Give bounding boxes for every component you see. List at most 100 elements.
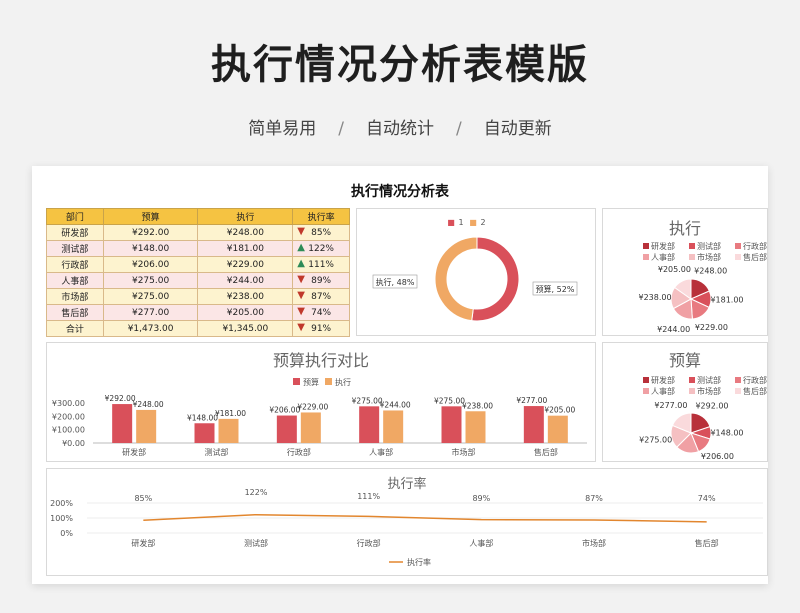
pie-data-label: ¥206.00 (701, 452, 734, 461)
bar-budget[interactable] (194, 423, 215, 443)
column-header-rate[interactable]: 执行率 (292, 208, 350, 225)
bar-budget[interactable] (441, 406, 462, 443)
bar-data-label: ¥292.00 (105, 394, 136, 403)
cell-rate[interactable]: ▼ 74% (292, 304, 350, 321)
line-data-label: 89% (472, 494, 490, 503)
x-tick-label: 人事部 (469, 538, 493, 548)
cell-actual[interactable]: ¥238.00 (197, 288, 294, 305)
cell-dept[interactable]: 市场部 (46, 288, 104, 305)
arrow-down-icon: ▼ (297, 226, 305, 237)
bar-budget[interactable] (359, 406, 380, 443)
x-tick-label: 行政部 (357, 538, 381, 548)
subtitle-item-auto-stats: 自动统计 (366, 119, 434, 139)
x-tick-label: 研发部 (131, 538, 155, 548)
cell-rate[interactable]: ▼ 85% (292, 224, 350, 241)
cell-budget[interactable]: ¥275.00 (102, 272, 199, 289)
cell-dept[interactable]: 人事部 (46, 272, 104, 289)
cell-dept[interactable]: 研发部 (46, 224, 104, 241)
bar-data-label: ¥181.00 (215, 409, 246, 418)
legend-label: 售后部 (743, 252, 767, 262)
cell-rate[interactable]: ▼ 87% (292, 288, 350, 305)
column-header-dept[interactable]: 部门 (46, 208, 104, 225)
table-row: 售后部 ¥277.00 ¥205.00 ▼ 74% (46, 304, 350, 321)
legend-swatch (689, 388, 695, 394)
cell-budget[interactable]: ¥277.00 (102, 304, 199, 321)
cell-budget[interactable]: ¥275.00 (102, 288, 199, 305)
cell-actual[interactable]: ¥181.00 (197, 240, 294, 257)
cell-actual[interactable]: ¥229.00 (197, 256, 294, 273)
bar-data-label: ¥148.00 (187, 413, 218, 422)
legend-label: 行政部 (743, 375, 767, 385)
legend-swatch (735, 377, 741, 383)
line-data-label: 122% (245, 488, 268, 497)
y-tick-label: 0% (60, 529, 73, 538)
cell-budget[interactable]: ¥206.00 (102, 256, 199, 273)
cell-actual[interactable]: ¥1,345.00 (197, 320, 294, 337)
legend-label: 测试部 (697, 375, 721, 385)
arrow-up-icon: ▲ (297, 258, 305, 269)
bar-actual[interactable] (218, 418, 239, 443)
cell-budget[interactable]: ¥292.00 (102, 224, 199, 241)
legend-label: 预算 (303, 377, 319, 387)
donut-slice[interactable] (471, 236, 520, 322)
legend-swatch (689, 243, 695, 249)
rate-value: 122% (308, 243, 334, 254)
bar-data-label: ¥248.00 (133, 400, 164, 409)
bar-budget[interactable] (112, 404, 133, 443)
legend-swatch (735, 254, 741, 260)
pie-data-label: ¥148.00 (710, 429, 743, 438)
cell-dept[interactable]: 测试部 (46, 240, 104, 257)
cell-actual[interactable]: ¥244.00 (197, 272, 294, 289)
y-tick-label: ¥0.00 (62, 439, 85, 448)
cell-dept[interactable]: 合计 (46, 320, 104, 337)
cell-dept[interactable]: 行政部 (46, 256, 104, 273)
bar-actual[interactable] (300, 412, 321, 443)
subtitle-separator: / (338, 119, 344, 139)
bar-data-label: ¥275.00 (434, 396, 465, 405)
bar-budget[interactable] (523, 406, 544, 443)
bar-data-label: ¥244.00 (380, 400, 411, 409)
series-line[interactable] (143, 513, 707, 523)
line-data-label: 87% (585, 494, 603, 503)
cell-actual[interactable]: ¥205.00 (197, 304, 294, 321)
bar-budget[interactable] (276, 415, 297, 443)
bar-actual[interactable] (547, 415, 568, 443)
legend-label: 执行 (335, 377, 351, 387)
legend-label: 行政部 (743, 241, 767, 251)
cell-budget[interactable]: ¥1,473.00 (102, 320, 199, 337)
legend-swatch: ■ (469, 218, 477, 227)
legend-label: 市场部 (697, 386, 721, 396)
rate-value: 111% (308, 259, 334, 270)
cell-rate[interactable]: ▲ 111% (292, 256, 350, 273)
donut-label-actual: 执行, 48% (376, 277, 415, 287)
rate-value: 91% (311, 323, 332, 334)
x-tick-label: 行政部 (287, 447, 311, 457)
donut-label-box (532, 281, 578, 296)
column-header-actual[interactable]: 执行 (197, 208, 294, 225)
bar-actual[interactable] (383, 410, 404, 443)
legend-label: 研发部 (651, 241, 675, 251)
donut-slice[interactable] (434, 236, 478, 322)
cell-rate[interactable]: ▼ 91% (292, 320, 350, 337)
cell-budget[interactable]: ¥148.00 (102, 240, 199, 257)
bar-actual[interactable] (465, 411, 486, 443)
legend-swatch (689, 254, 695, 260)
cell-rate[interactable]: ▲ 122% (292, 240, 350, 257)
legend-label: 市场部 (697, 252, 721, 262)
pie-data-label: ¥205.00 (658, 265, 691, 274)
legend-swatch (735, 388, 741, 394)
x-tick-label: 售后部 (534, 447, 558, 457)
bar-chart-panel: 预算执行对比 预算 执行 ¥300.00 ¥200.00 ¥100.00 ¥0.00 ¥29… (46, 342, 596, 462)
pie-slice[interactable] (671, 412, 692, 434)
cell-actual[interactable]: ¥248.00 (197, 224, 294, 241)
cell-dept[interactable]: 售后部 (46, 304, 104, 321)
subtitle-item-auto-update: 自动更新 (483, 119, 552, 139)
cell-rate[interactable]: ▼ 89% (292, 272, 350, 289)
bar-chart: 预算 执行¥300.00¥200.00¥100.00¥0.00¥292.00¥24… (52, 377, 587, 457)
pie-slice[interactable] (673, 278, 692, 300)
table-row: 人事部 ¥275.00 ¥244.00 ▼ 89% (46, 272, 350, 289)
line-chart-title: 执行率 (387, 477, 427, 492)
legend-swatch (643, 377, 649, 383)
bar-actual[interactable] (136, 409, 157, 443)
column-header-budget[interactable]: 预算 (102, 208, 199, 225)
